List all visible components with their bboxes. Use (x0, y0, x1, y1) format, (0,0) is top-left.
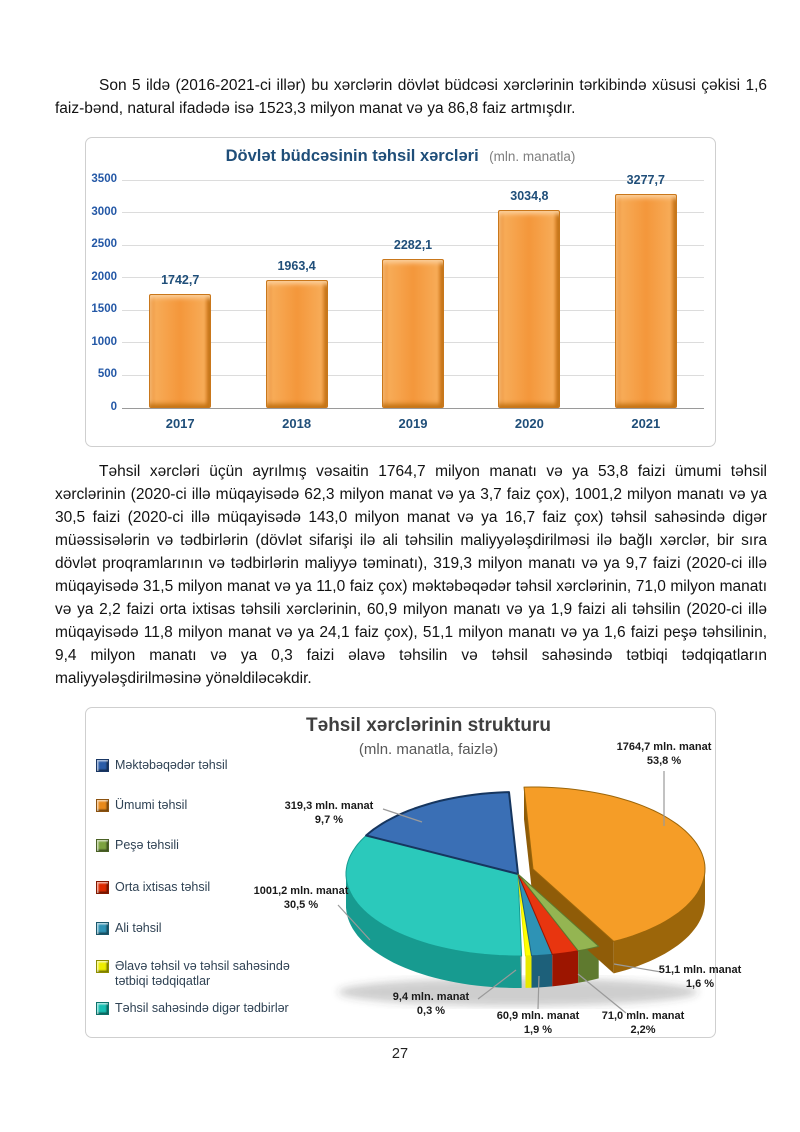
pie-slice-label-0: 1764,7 mln. manat 53,8 % (616, 741, 712, 767)
pie-slice-6 (365, 791, 519, 875)
pie-wall-5 (346, 874, 522, 988)
bar-value-2017: 1742,7 (161, 273, 200, 288)
gridline-3000 (122, 212, 704, 214)
bar-2021 (614, 194, 677, 408)
legend-swatch-5 (96, 960, 109, 973)
gridline-3500 (122, 179, 704, 181)
bar-chart: Dövlət büdcəsinin təhsil xərcləri (mln. … (85, 137, 716, 447)
legend-item-3: Orta ixtisas təhsil (96, 880, 210, 895)
legend-label-3: Orta ixtisas təhsil (115, 880, 211, 894)
y-tick-2500: 2500 (91, 238, 117, 251)
legend-label-6: Təhsil sahəsində digər tədbirlər (115, 1001, 289, 1015)
legend-swatch-0 (96, 759, 109, 772)
bar-value-2021: 3277,7 (626, 173, 665, 188)
legend-swatch-3 (96, 881, 109, 894)
legend-label-4: Ali təhsil (115, 921, 162, 935)
bar-2017 (149, 294, 212, 408)
pie-leader-3 (537, 975, 540, 1010)
pie-wall-2 (552, 950, 579, 987)
legend-swatch-4 (96, 922, 109, 935)
pie-leader-6 (382, 808, 423, 823)
gridline-2500 (122, 244, 704, 246)
legend-swatch-1 (96, 799, 109, 812)
legend-item-2: Peşə təhsili (96, 838, 179, 853)
pie-leader-4 (477, 969, 517, 1000)
pie-graphic (337, 771, 706, 1014)
pie-wall-4 (525, 955, 532, 988)
pie-slice-1 (517, 873, 600, 952)
pie-wall-1 (578, 946, 599, 983)
y-tick-0: 0 (110, 401, 117, 413)
bar-value-2019: 2282,1 (393, 238, 433, 253)
pie-slice-label-1: 51,1 mln. manat 1,6 % (658, 964, 742, 990)
legend-swatch-2 (96, 839, 109, 852)
bar-plot: 1742,7 1963,4 2282,1 3034,8 3277,7 (122, 173, 704, 409)
paragraph-intro: Son 5 ildə (2016-2021-ci illər) bu xərcl… (55, 77, 767, 117)
pie-slice-5 (345, 835, 523, 957)
bar-value-2018: 1963,4 (277, 259, 316, 274)
bar-chart-title: Dövlət büdcəsinin təhsil xərcləri (225, 147, 479, 165)
bar-value-2020: 3034,8 (510, 189, 549, 204)
bar-2020 (498, 210, 561, 408)
pie-leader-5 (337, 904, 371, 941)
legend-item-0: Məktəbəqədər təhsil (96, 758, 228, 773)
pie-wall-0 (613, 869, 705, 974)
legend-swatch-6 (96, 1002, 109, 1015)
pie-slice-label-3: 60,9 mln. manat 1,9 % (496, 1010, 580, 1036)
pie-wall-3 (531, 954, 553, 988)
x-tick-2018: 2018 (282, 416, 312, 431)
y-tick-2000: 2000 (91, 270, 117, 283)
y-tick-1500: 1500 (91, 303, 117, 316)
pie-slice-label-2: 71,0 mln. manat 2,2% (601, 1010, 685, 1036)
x-tick-2019: 2019 (398, 416, 428, 431)
legend-item-4: Ali təhsil (96, 921, 162, 936)
bar-chart-subtitle: (mln. manatla) (489, 149, 576, 164)
pie-slice-label-6: 319,3 mln. manat 9,7 % (284, 800, 374, 826)
pie-chart-subtitle: (mln. manatla, faizlə) (358, 741, 499, 758)
bar-2018 (265, 280, 328, 408)
legend-item-6: Təhsil sahəsində digər tədbirlər (96, 1001, 289, 1016)
bar-chart-x-axis: 2017 2018 2019 2020 2021 (122, 416, 704, 436)
x-tick-2017: 2017 (165, 416, 195, 431)
y-tick-3500: 3500 (91, 173, 117, 185)
page-number: 27 (391, 1046, 409, 1062)
legend-label-5: Əlavə təhsil və təhsil sahəsində tətbiqi… (115, 959, 290, 988)
legend-label-0: Məktəbəqədər təhsil (115, 758, 228, 772)
pie-chart-title: Təhsil xərclərinin strukturu (306, 715, 551, 736)
pie-cut-orange-start (524, 787, 533, 901)
bar-chart-title-row: Dövlət büdcəsinin təhsil xərcləri (mln. … (86, 147, 715, 166)
pie-leader-2 (577, 973, 627, 1014)
x-tick-2021: 2021 (631, 416, 661, 431)
pie-slice-label-5: 1001,2 mln. manat 30,5 % (253, 885, 349, 911)
bar-chart-y-axis: 0 500 1000 1500 2000 2500 3000 3500 (86, 173, 117, 413)
gridline-0 (122, 407, 704, 409)
pie-slice-label-4: 9,4 mln. manat 0,3 % (392, 991, 470, 1017)
legend-label-1: Ümumi təhsil (115, 798, 188, 812)
paragraph-details: Təhsil xərcləri üçün ayrılmış vəsaitin 1… (55, 463, 767, 687)
y-tick-500: 500 (97, 368, 117, 381)
y-tick-3000: 3000 (91, 205, 117, 218)
legend-label-2: Peşə təhsili (115, 838, 179, 852)
y-tick-1000: 1000 (91, 335, 117, 348)
legend-item-1: Ümumi təhsil (96, 798, 187, 813)
legend-item-5: Əlavə təhsil və təhsil sahəsində tətbiqi… (96, 959, 324, 989)
pie-leader-1 (613, 963, 662, 973)
x-tick-2020: 2020 (514, 416, 544, 431)
bar-2019 (382, 259, 444, 408)
pie-slice-0 (523, 786, 706, 942)
pie-legend: Məktəbəqədər təhsil Ümumi təhsil Peşə təhs… (96, 708, 324, 1037)
pie-chart: Təhsil xərclərinin strukturu (mln. manat… (85, 707, 741, 1038)
